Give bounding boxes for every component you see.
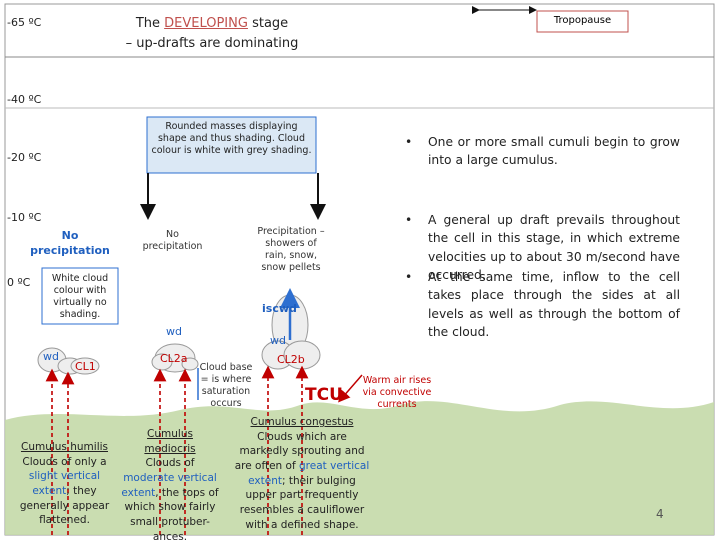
description-heading: Cumulus humilis [20, 441, 108, 453]
tropopause-box [536, 10, 629, 33]
label: CL1 [75, 360, 96, 373]
callout-box [146, 116, 317, 174]
cloud [151, 343, 199, 373]
description-text: , the tops of which show fairly small pr… [124, 486, 219, 540]
description: Cumulus mediocris Clouds of moderate ver… [120, 427, 220, 540]
label: iscwd [262, 302, 297, 315]
description-emphasis: great vertical extent [248, 460, 370, 487]
no-precipitation: No precipitation [142, 229, 203, 252]
label: CL2b [277, 353, 305, 366]
updraft-arrows [45, 365, 309, 535]
temperature: 0 ºC [7, 276, 31, 289]
temperature: -65 ºC [7, 16, 42, 29]
bullet: • At the same time, inflow to the cell ta… [405, 268, 680, 342]
no-precipitation: No precipitation [30, 229, 110, 258]
bullet-text: A general up draft prevails throughout t… [428, 213, 680, 283]
description-text: Clouds of only a [22, 455, 107, 468]
cloud-base-note: Cloud base = is where saturation occurs [199, 362, 253, 409]
title-highlight: DEVELOPING [164, 16, 248, 31]
label: wd [43, 350, 59, 363]
ground [5, 401, 714, 535]
cloud [37, 347, 100, 375]
description-text: Clouds of [145, 457, 195, 470]
description-text: ; they generally appear flattened. [19, 485, 110, 527]
bullet: • A general up draft prevails throughout … [405, 211, 680, 285]
warm-air-arrow [338, 374, 363, 403]
temperature: -10 ºC [7, 211, 42, 224]
label: wd [270, 334, 286, 347]
bullet: • One or more small cumuli begin to grow … [405, 133, 680, 170]
description-heading: Cumulus congestus [250, 416, 354, 428]
description: Cumulus congestus Clouds which are marke… [232, 415, 372, 533]
tropopause-label: Tropopause [553, 15, 612, 26]
title-suffix: stage [247, 16, 289, 31]
temperature: -20 ºC [7, 151, 42, 164]
callout-text: Rounded masses displaying shape and thus… [151, 121, 312, 156]
description-text: Clouds which are markedly sprouting and … [234, 430, 365, 473]
bullet-text: One or more small cumuli begin to grow i… [428, 135, 680, 168]
description-heading: Cumulus mediocris [144, 428, 196, 455]
description-text: ; their bulging upper part frequently re… [239, 474, 365, 531]
temperature: -40 ºC [7, 93, 42, 106]
title-prefix: The [135, 16, 165, 31]
page-number: 4 [656, 507, 664, 521]
bullet-text: At the same time, inflow to the cell tak… [428, 270, 680, 340]
warm-air-note: Warm air rises via convective currents [362, 375, 432, 410]
label: CL2a [160, 352, 188, 365]
precipitation: Precipitation – showers of rain, snow, s… [257, 226, 325, 273]
title-line2: – up-drafts are dominating [125, 35, 299, 51]
description-emphasis: moderate vertical extent [121, 472, 217, 499]
label: wd [166, 325, 182, 338]
description: Cumulus humilis Clouds of only a slight … [17, 440, 112, 528]
description-emphasis: slight vertical extent [28, 470, 101, 498]
title: The DEVELOPING stage – up-drafts are dom… [112, 14, 312, 53]
label: TCU [305, 385, 343, 405]
cloud-colour-box [41, 267, 119, 325]
cloud-colour-text: White cloud colour with virtually no sha… [51, 273, 109, 320]
